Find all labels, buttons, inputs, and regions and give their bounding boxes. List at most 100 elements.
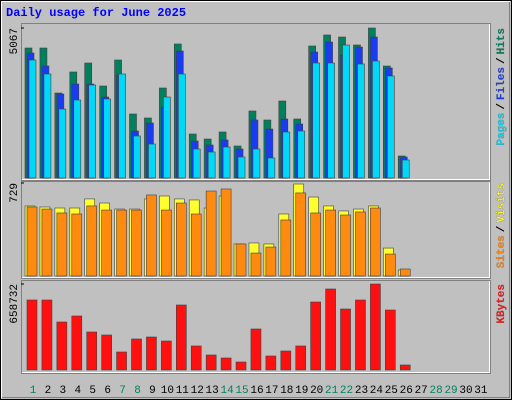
bar — [385, 309, 396, 371]
x-tick-label: 4 — [74, 385, 81, 397]
bar — [265, 246, 277, 277]
bar — [28, 59, 37, 179]
bar — [207, 151, 216, 179]
bar — [370, 207, 381, 277]
bar — [267, 157, 276, 179]
x-tick-label: 12 — [191, 385, 204, 397]
bar — [43, 73, 52, 179]
bar — [222, 146, 231, 179]
x-tick-label: 22 — [340, 385, 353, 397]
x-tick-label: 23 — [355, 385, 368, 397]
x-tick-label: 17 — [265, 385, 278, 397]
legend: Pages / Files / Hits — [496, 28, 508, 146]
bar — [399, 268, 411, 277]
bar — [297, 130, 306, 179]
x-tick-label: 15 — [235, 385, 248, 397]
legend-separator: / — [496, 57, 508, 64]
bar — [220, 357, 232, 371]
bar — [370, 283, 381, 371]
bar — [252, 148, 261, 179]
x-tick-label: 2 — [45, 385, 52, 397]
bar — [205, 354, 217, 371]
bar — [295, 345, 307, 371]
legend-separator: / — [496, 103, 508, 110]
bar — [340, 214, 351, 277]
bar — [73, 99, 82, 179]
bar — [41, 299, 53, 371]
x-tick-label: 8 — [134, 385, 141, 397]
bar — [161, 340, 172, 371]
x-tick-label: 13 — [206, 385, 219, 397]
bar — [401, 159, 410, 179]
bar — [250, 252, 262, 277]
bar — [385, 253, 396, 277]
bar — [116, 209, 127, 277]
bar — [101, 334, 112, 371]
legend: KBytes — [496, 284, 508, 324]
legend-entry: KBytes — [496, 284, 508, 324]
bar — [131, 209, 142, 277]
bar — [220, 188, 232, 277]
bar — [310, 301, 321, 371]
legend-entry: Files — [496, 67, 508, 100]
x-tick-label: 27 — [415, 385, 428, 397]
bar — [250, 328, 262, 371]
x-tick-label: 31 — [474, 385, 488, 397]
bar — [310, 212, 321, 277]
x-tick-label: 18 — [280, 385, 293, 397]
bar — [116, 351, 127, 371]
x-tick-label: 28 — [430, 385, 443, 397]
bar — [235, 361, 247, 371]
bar — [355, 211, 366, 277]
x-tick-label: 29 — [444, 385, 457, 397]
bar — [280, 350, 292, 371]
bar — [88, 84, 97, 179]
bar — [71, 213, 83, 277]
y-tick-label: 658732 — [9, 284, 21, 324]
bar — [86, 331, 98, 371]
bar — [176, 304, 187, 371]
legend-entry: Visits — [496, 183, 508, 223]
x-tick-label: 7 — [119, 385, 126, 397]
x-tick-label: 25 — [385, 385, 398, 397]
bar — [325, 209, 336, 277]
x-tick-label: 30 — [459, 385, 472, 397]
bar — [237, 156, 246, 179]
x-tick-label: 9 — [149, 385, 156, 397]
bar — [131, 338, 142, 371]
bar — [340, 308, 351, 371]
bar — [178, 73, 186, 179]
legend-entry: Hits — [496, 28, 508, 54]
legend-separator: / — [496, 225, 508, 232]
bar — [103, 98, 111, 179]
bar — [26, 299, 38, 371]
bar — [312, 62, 320, 179]
x-tick-label: 3 — [60, 385, 67, 397]
bar — [26, 206, 38, 277]
y-tick-label: 729 — [9, 183, 21, 203]
bar — [280, 219, 292, 277]
bar — [192, 148, 201, 179]
bar — [295, 192, 307, 277]
x-tick-label: 26 — [400, 385, 413, 397]
bar — [58, 108, 67, 179]
bar — [148, 143, 156, 179]
bar — [342, 44, 350, 179]
bar — [327, 62, 335, 179]
bar — [387, 75, 395, 179]
x-tick-label: 20 — [310, 385, 323, 397]
bar — [176, 202, 187, 277]
x-tick-label: 21 — [325, 385, 339, 397]
x-tick-label: 24 — [370, 385, 384, 397]
bar — [41, 208, 53, 277]
bar — [357, 63, 365, 179]
x-tick-label: 5 — [89, 385, 96, 397]
bar — [355, 299, 366, 371]
chart-title: Daily usage for June 2025 — [6, 6, 186, 20]
y-tick-label: 5067 — [9, 28, 21, 54]
x-tick-label: 14 — [220, 385, 234, 397]
bar — [56, 321, 68, 371]
bar — [399, 364, 411, 371]
legend-entry: Pages — [496, 113, 508, 146]
x-tick-label: 19 — [295, 385, 308, 397]
